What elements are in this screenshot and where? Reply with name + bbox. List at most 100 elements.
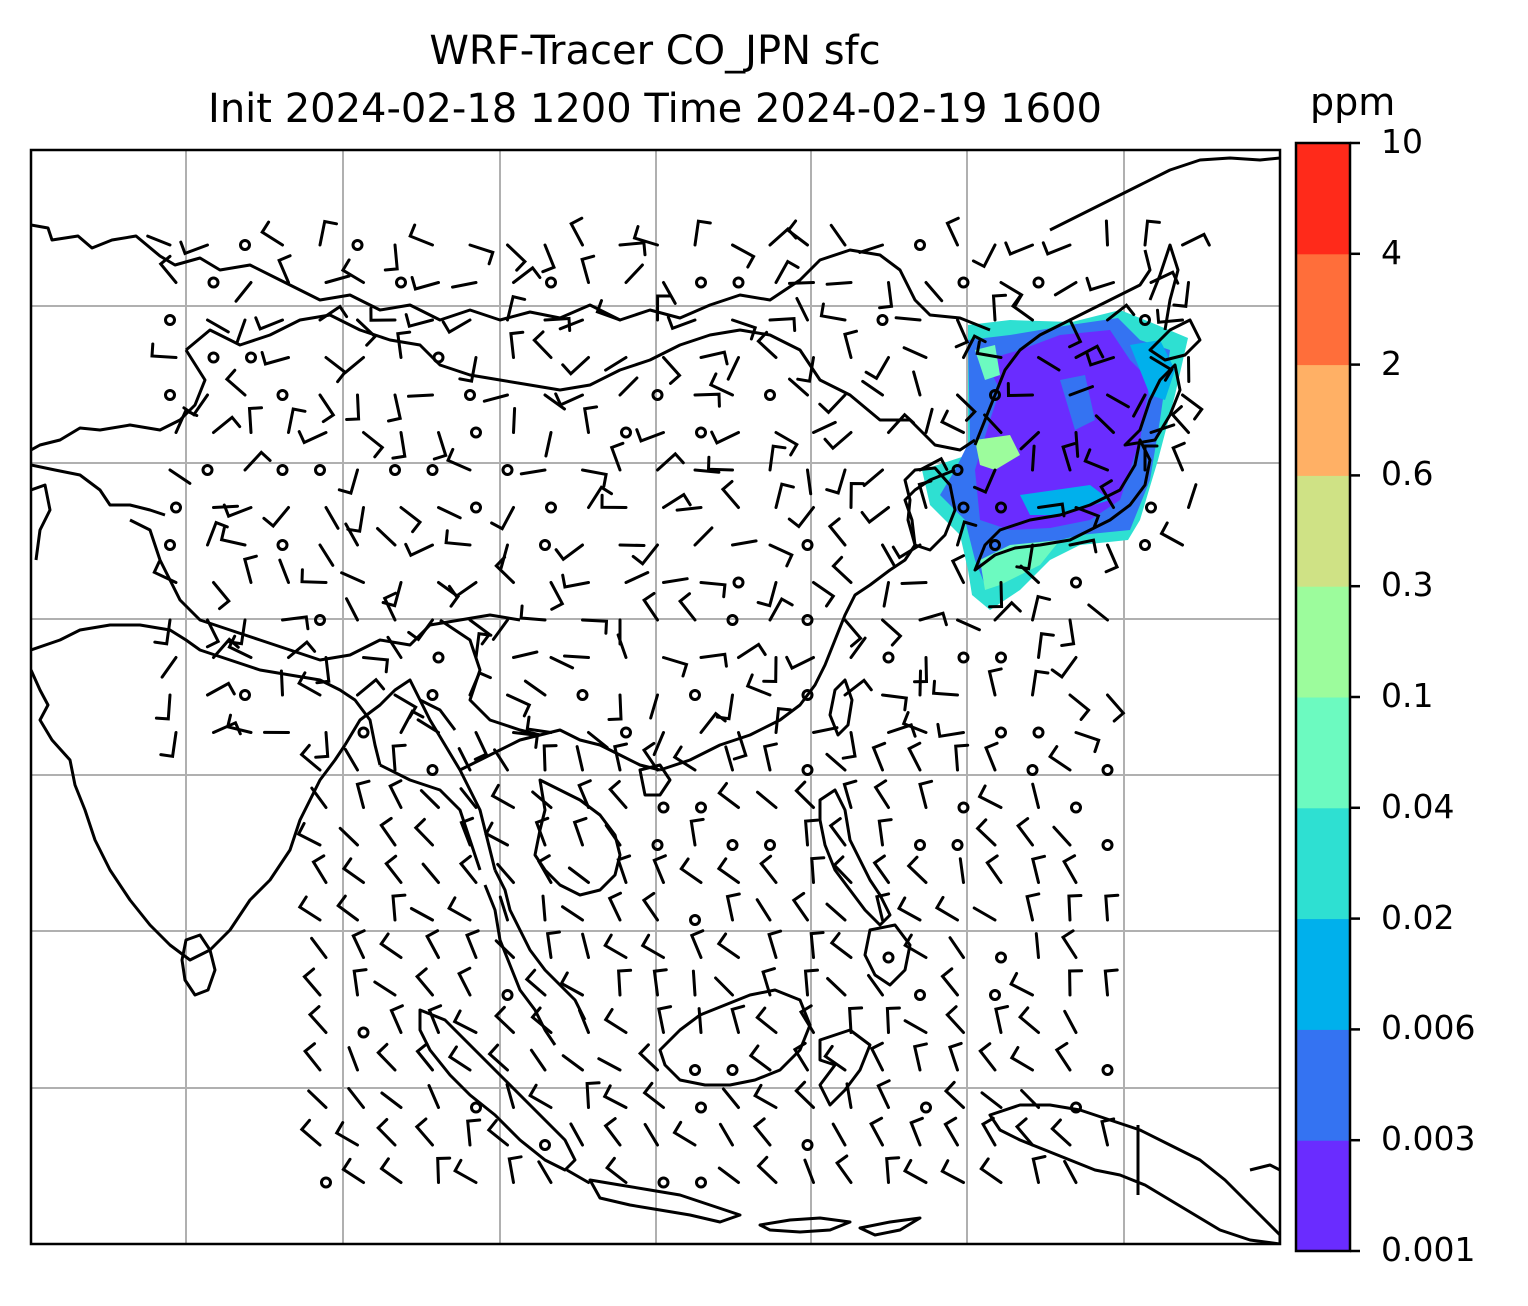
wind-barb xyxy=(1187,483,1198,509)
wind-barb xyxy=(901,711,928,734)
wind-barb xyxy=(652,968,668,997)
wind-barb xyxy=(336,894,359,922)
wind-barb xyxy=(1087,603,1109,622)
wind-barb xyxy=(956,393,977,422)
wind-barb xyxy=(618,376,639,397)
wind-barb xyxy=(345,393,361,421)
wind-barb xyxy=(347,1046,359,1072)
wind-barb xyxy=(666,315,697,331)
wind-barb xyxy=(409,907,434,922)
wind-barb xyxy=(831,1122,847,1147)
wind-barb xyxy=(774,259,800,284)
calm-wind-marker xyxy=(914,239,926,251)
wind-barb xyxy=(714,976,734,997)
calm-wind-marker xyxy=(539,1139,551,1151)
wind-barb xyxy=(343,747,359,772)
wind-barb xyxy=(762,656,778,684)
wind-barb xyxy=(486,1119,509,1147)
calm-wind-marker xyxy=(545,276,557,289)
calm-wind-marker xyxy=(957,801,970,814)
wind-barb xyxy=(637,1043,659,1072)
wind-barb xyxy=(825,752,847,772)
calm-wind-marker xyxy=(1101,1064,1114,1076)
wind-barb xyxy=(607,891,622,922)
wind-barb xyxy=(581,618,609,635)
wind-barb xyxy=(887,723,917,738)
wind-barb xyxy=(603,1008,628,1034)
wind-barb xyxy=(607,693,623,721)
calm-wind-marker xyxy=(389,464,401,476)
colorbar-tick-label: 0.6 xyxy=(1381,454,1434,494)
wind-barb xyxy=(1156,308,1184,324)
wind-barb xyxy=(788,377,809,397)
wind-barb xyxy=(943,1116,959,1147)
wind-barb xyxy=(386,635,403,659)
wind-barb xyxy=(787,506,815,529)
wind-barb xyxy=(347,1087,365,1109)
wind-barb xyxy=(640,933,665,959)
wind-barb xyxy=(310,936,328,959)
wind-barb xyxy=(277,254,292,284)
wind-barb xyxy=(871,741,887,772)
calm-wind-marker xyxy=(995,501,1007,514)
wind-barb xyxy=(388,779,403,809)
wind-barb xyxy=(300,568,328,584)
wind-barb xyxy=(679,857,703,884)
wind-barb xyxy=(153,618,172,646)
wind-barb xyxy=(768,543,794,568)
wind-barb xyxy=(794,1080,815,1109)
wind-barb xyxy=(878,281,894,310)
calm-wind-marker xyxy=(432,351,445,364)
wind-barb xyxy=(278,558,290,584)
wind-barb xyxy=(991,293,1007,322)
wind-barb xyxy=(1019,564,1040,584)
wind-barb xyxy=(662,281,677,305)
wind-barb xyxy=(1067,894,1083,922)
wind-barb xyxy=(934,895,959,922)
wind-barb xyxy=(945,1005,965,1034)
calm-wind-marker xyxy=(914,839,926,851)
calm-wind-marker xyxy=(207,351,220,364)
wind-barb xyxy=(940,1159,965,1184)
wind-barb xyxy=(876,1079,891,1109)
wind-barb xyxy=(1019,431,1040,451)
wind-barb xyxy=(1054,1041,1072,1072)
wind-barb xyxy=(1037,502,1066,518)
calm-wind-marker xyxy=(164,389,176,401)
wind-barb xyxy=(662,356,682,385)
calm-wind-marker xyxy=(539,539,551,551)
wind-barb xyxy=(206,318,230,334)
wind-barb xyxy=(829,223,847,247)
wind-barb xyxy=(537,1160,553,1184)
wind-barb xyxy=(318,543,335,567)
wind-barb xyxy=(785,655,815,671)
wind-barb xyxy=(451,281,478,289)
wind-barb xyxy=(716,857,740,884)
wind-barb xyxy=(530,1006,553,1034)
calm-wind-marker xyxy=(357,726,370,739)
wind-barb xyxy=(529,1048,547,1072)
wind-barb xyxy=(345,597,359,622)
wind-barb xyxy=(404,542,434,558)
wind-barb xyxy=(907,741,922,772)
calm-wind-marker xyxy=(239,239,251,251)
calm-wind-marker xyxy=(801,614,814,626)
wind-barb xyxy=(755,898,772,922)
wind-barb xyxy=(447,1045,472,1072)
wind-barb xyxy=(575,745,584,772)
wind-barb xyxy=(1149,356,1174,382)
wind-barb xyxy=(446,447,472,472)
calm-wind-marker xyxy=(201,464,214,476)
wind-barb xyxy=(945,216,960,247)
wind-barb xyxy=(587,731,609,749)
wind-barb xyxy=(419,789,440,809)
calm-wind-marker xyxy=(164,314,176,326)
wind-barb xyxy=(774,706,792,734)
wind-barb xyxy=(1060,929,1078,959)
calm-wind-marker xyxy=(801,539,814,551)
wind-barb xyxy=(168,468,192,485)
wind-barb xyxy=(803,968,819,997)
wind-barb xyxy=(906,855,928,884)
calm-wind-marker xyxy=(695,276,707,289)
wind-barb xyxy=(693,219,712,247)
